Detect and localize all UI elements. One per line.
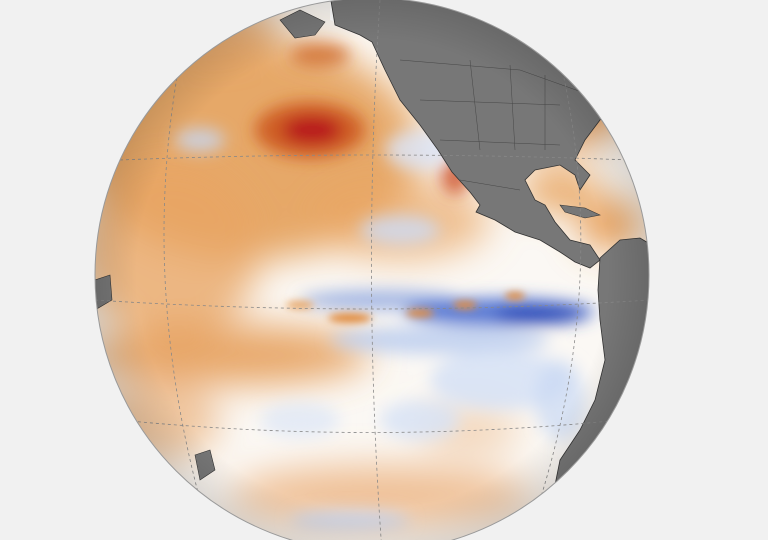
globe — [95, 0, 649, 540]
limb-shade — [95, 0, 649, 540]
globe-outline — [94, 0, 650, 540]
